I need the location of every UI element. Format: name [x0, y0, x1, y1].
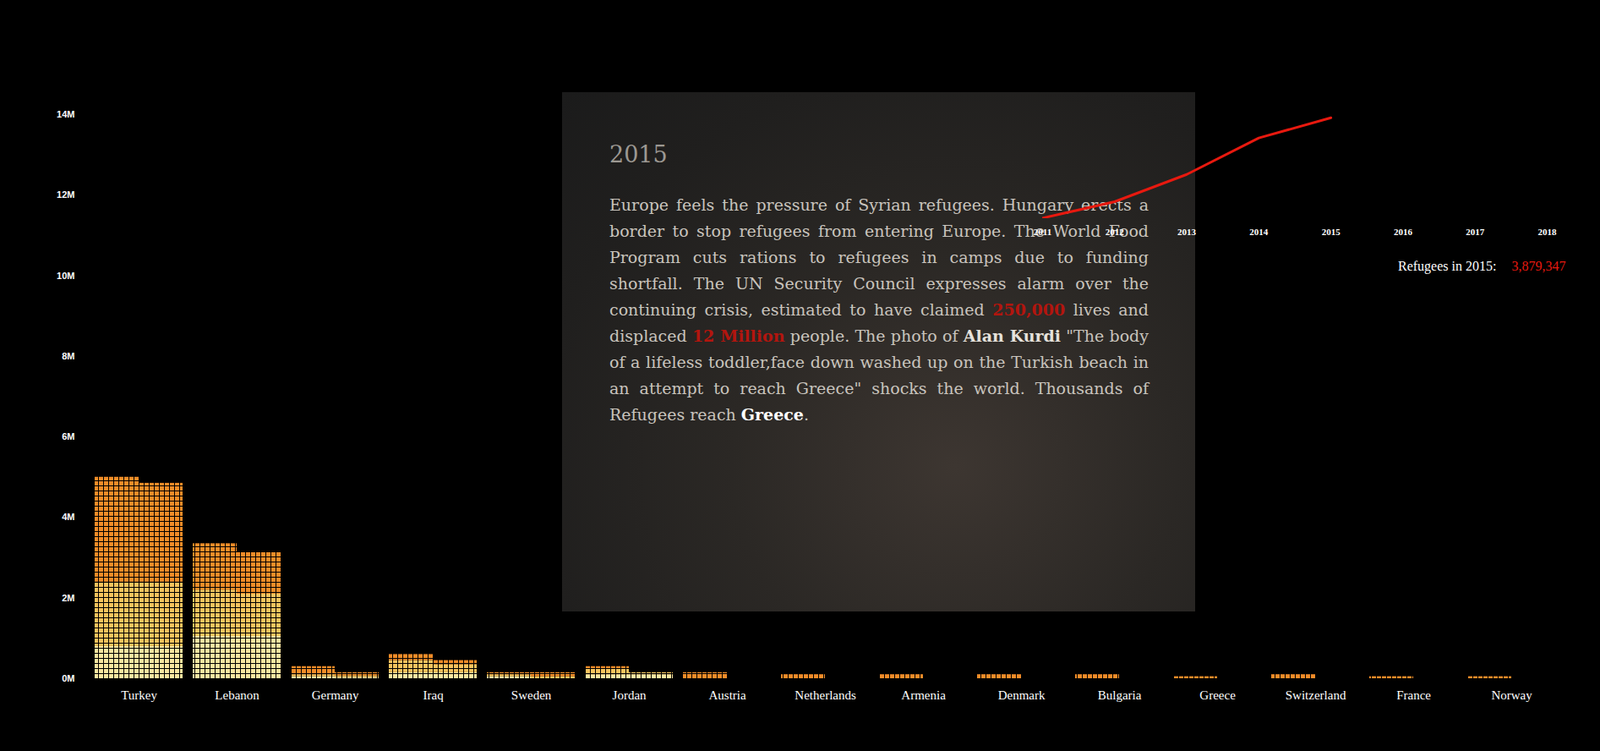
svg-text:10M: 10M — [56, 270, 75, 281]
svg-text:Netherlands: Netherlands — [794, 688, 857, 702]
svg-text:14M: 14M — [56, 109, 75, 120]
svg-text:12M: 12M — [56, 189, 75, 200]
svg-text:Denmark: Denmark — [998, 688, 1046, 702]
svg-text:Bulgaria: Bulgaria — [1097, 688, 1142, 702]
svg-text:Norway: Norway — [1490, 688, 1533, 702]
svg-text:2016: 2016 — [1393, 226, 1414, 237]
svg-text:2M: 2M — [61, 592, 75, 603]
svg-text:8M: 8M — [61, 350, 75, 361]
svg-text:0M: 0M — [61, 672, 75, 683]
svg-text:2017: 2017 — [1465, 226, 1486, 237]
svg-text:Switzerland: Switzerland — [1285, 688, 1347, 702]
svg-text:Iraq: Iraq — [422, 688, 444, 702]
svg-text:2014: 2014 — [1249, 226, 1269, 237]
svg-text:Austria: Austria — [708, 688, 747, 702]
svg-text:Armenia: Armenia — [901, 688, 946, 702]
svg-text:Germany: Germany — [311, 688, 360, 702]
svg-text:2018: 2018 — [1538, 226, 1558, 237]
svg-text:2013: 2013 — [1177, 226, 1197, 237]
svg-text:Turkey: Turkey — [120, 688, 158, 702]
svg-text:4M: 4M — [61, 511, 75, 522]
svg-text:France: France — [1396, 688, 1431, 702]
svg-text:2015: 2015 — [1321, 226, 1342, 237]
svg-text:Lebanon: Lebanon — [214, 688, 260, 702]
svg-text:2012: 2012 — [1105, 226, 1125, 237]
svg-text:Sweden: Sweden — [511, 688, 552, 702]
svg-text:Jordan: Jordan — [612, 688, 647, 702]
svg-text:Greece: Greece — [1199, 688, 1236, 702]
svg-text:2011: 2011 — [1033, 226, 1052, 237]
svg-text:6M: 6M — [61, 431, 75, 442]
